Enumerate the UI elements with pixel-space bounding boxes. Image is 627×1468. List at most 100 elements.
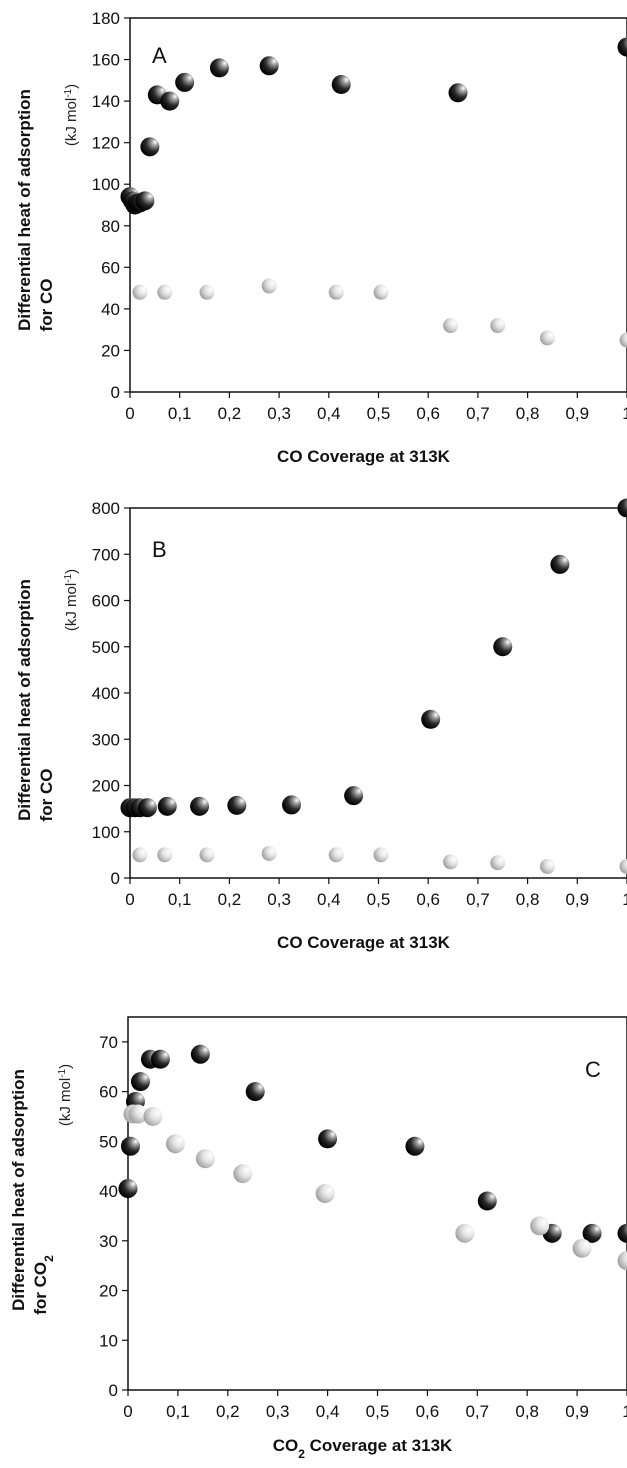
y-tick-label: 700 bbox=[92, 545, 120, 564]
y-tick-label: 40 bbox=[101, 300, 120, 319]
panel-label: C bbox=[585, 1057, 601, 1082]
data-point-light bbox=[195, 1149, 215, 1169]
data-point-light bbox=[443, 854, 459, 870]
data-point-light bbox=[261, 278, 277, 294]
y-tick-label: 70 bbox=[99, 1033, 118, 1052]
x-tick-label: 0,7 bbox=[465, 1402, 489, 1421]
x-axis-label: CO Coverage at 313K bbox=[277, 933, 451, 952]
data-point-light bbox=[128, 1104, 148, 1124]
data-point-dark bbox=[245, 1082, 265, 1102]
x-tick-label: 0,9 bbox=[565, 404, 589, 423]
data-point-light bbox=[132, 847, 148, 863]
data-point-light bbox=[619, 858, 627, 874]
x-tick-label: 0 bbox=[125, 404, 134, 423]
x-tick-label: 0,3 bbox=[267, 890, 291, 909]
data-point-dark bbox=[448, 83, 468, 103]
y-tick-label: 80 bbox=[101, 217, 120, 236]
x-tick-label: 0,5 bbox=[367, 890, 391, 909]
x-tick-label: 0,2 bbox=[218, 404, 242, 423]
data-point-light bbox=[199, 284, 215, 300]
data-point-dark bbox=[157, 796, 177, 816]
data-point-dark bbox=[318, 1129, 338, 1149]
y-axis-label-line1: Differential heat of adsorption bbox=[9, 1069, 28, 1311]
data-point-light bbox=[539, 330, 555, 346]
data-point-light bbox=[373, 847, 389, 863]
data-point-light bbox=[157, 284, 173, 300]
data-point-dark bbox=[259, 56, 279, 76]
data-point-dark bbox=[150, 1049, 170, 1069]
data-point-dark bbox=[137, 798, 157, 818]
x-tick-label: 0,1 bbox=[168, 890, 192, 909]
data-point-dark bbox=[405, 1136, 425, 1156]
data-point-dark bbox=[344, 786, 364, 806]
x-axis-label: CO Coverage at 313K bbox=[277, 447, 451, 466]
data-point-dark bbox=[617, 37, 627, 57]
chart-c-svg: 0 10 20 30 40 50 60 70 0 0,1 0,2 0,3 0,4 0,5 0,6 0,7 0,8… bbox=[9, 1016, 627, 1461]
data-point-light bbox=[539, 858, 555, 874]
x-tick-label: 0,4 bbox=[317, 404, 341, 423]
data-point-dark bbox=[421, 709, 441, 729]
data-point-dark bbox=[140, 137, 160, 157]
y-tick-label: 160 bbox=[92, 51, 120, 70]
y-tick-label: 0 bbox=[111, 383, 120, 402]
data-point-light bbox=[373, 284, 389, 300]
y-tick-label: 0 bbox=[111, 869, 120, 888]
x-tick-label: 0,2 bbox=[216, 1402, 240, 1421]
data-point-dark bbox=[160, 91, 180, 111]
x-tick-label: 0,4 bbox=[317, 890, 341, 909]
x-tick-label: 0,6 bbox=[416, 404, 440, 423]
y-axis-label-line2: for CO2 bbox=[31, 1255, 56, 1315]
data-point-dark bbox=[227, 795, 247, 815]
y-tick-label: 140 bbox=[92, 92, 120, 111]
data-point-dark bbox=[617, 498, 627, 518]
x-tick-label: 0,6 bbox=[416, 1402, 440, 1421]
y-axis-unit-label: (kJ mol-1) bbox=[57, 1064, 75, 1126]
data-point-light bbox=[490, 318, 506, 334]
x-tick-label: 0,6 bbox=[416, 890, 440, 909]
data-point-light bbox=[165, 1134, 185, 1154]
y-tick-label: 20 bbox=[101, 341, 120, 360]
x-tick-label: 0,3 bbox=[267, 404, 291, 423]
x-tick-label: 0,5 bbox=[367, 404, 391, 423]
y-tick-label: 500 bbox=[92, 638, 120, 657]
data-point-light bbox=[328, 284, 344, 300]
data-point-light bbox=[143, 1106, 163, 1126]
y-axis-unit-label: (kJ mol-1) bbox=[63, 569, 81, 631]
y-axis-label-line2: for CO bbox=[37, 769, 56, 822]
y-axis-label-line2: for CO bbox=[37, 279, 56, 332]
data-point-light bbox=[455, 1223, 475, 1243]
x-tick-label: 0,1 bbox=[168, 404, 192, 423]
data-point-dark bbox=[617, 1223, 627, 1243]
data-point-light bbox=[572, 1238, 592, 1258]
y-tick-label: 60 bbox=[99, 1083, 118, 1102]
data-point-light bbox=[328, 847, 344, 863]
y-tick-label: 0 bbox=[109, 1381, 118, 1400]
x-tick-label: 0,9 bbox=[565, 890, 589, 909]
data-point-dark bbox=[118, 1179, 138, 1199]
y-tick-label: 100 bbox=[92, 823, 120, 842]
chart-panel-c: 0 10 20 30 40 50 60 70 0 0,1 0,2 0,3 0,4 0,5 0,6 0,7 0,8… bbox=[0, 995, 627, 1465]
x-tick-label: 0 bbox=[125, 890, 134, 909]
data-point-light bbox=[619, 332, 627, 348]
chart-panel-b: 0 100 200 300 400 500 600 700 800 0 0,1 0,2 0,3 0,4 0,… bbox=[0, 495, 627, 970]
data-point-light bbox=[315, 1184, 335, 1204]
data-point-light bbox=[617, 1251, 627, 1271]
x-tick-label: 0,8 bbox=[515, 1402, 539, 1421]
chart-a-svg: 0 20 40 60 80 100 120 140 160 180 0 0,1 0,2 0,3 0,4 0,5… bbox=[15, 9, 627, 466]
data-point-light bbox=[261, 845, 277, 861]
x-tick-label: 0,4 bbox=[316, 1402, 340, 1421]
x-tick-label: 0,8 bbox=[516, 890, 540, 909]
data-point-dark bbox=[582, 1223, 602, 1243]
x-tick-label: 0,7 bbox=[466, 890, 490, 909]
chart-panel-a: 0 20 40 60 80 100 120 140 160 180 0 0,1 0,2 0,3 0,4 0,5… bbox=[0, 0, 627, 485]
y-axis-unit-label: (kJ mol-1) bbox=[63, 84, 81, 146]
data-point-dark bbox=[493, 637, 513, 657]
x-tick-label: 0,7 bbox=[466, 404, 490, 423]
data-point-light bbox=[530, 1216, 550, 1236]
plot-frame bbox=[127, 1016, 627, 1391]
x-tick-label: 0,5 bbox=[366, 1402, 390, 1421]
y-tick-label: 20 bbox=[99, 1282, 118, 1301]
y-axis-label-line1: Differential heat of adsorption bbox=[15, 89, 34, 331]
y-tick-label: 120 bbox=[92, 134, 120, 153]
data-point-dark bbox=[282, 795, 302, 815]
